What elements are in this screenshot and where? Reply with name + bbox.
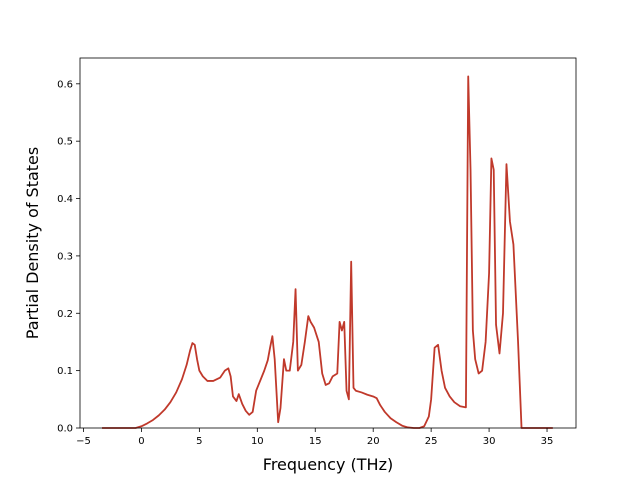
x-tick-label: 5 bbox=[196, 436, 202, 447]
y-axis-ticks: 0.0 0.1 0.2 0.3 0.4 0.5 0.6 bbox=[57, 79, 80, 435]
x-tick-label: 30 bbox=[483, 436, 496, 447]
series-line-0 bbox=[102, 75, 553, 429]
x-tick-label: 15 bbox=[309, 436, 322, 447]
plot-area bbox=[102, 75, 553, 429]
y-axis-label: Partial Density of States bbox=[23, 147, 42, 339]
y-tick-label: 0.4 bbox=[57, 194, 73, 205]
y-tick-label: 0.2 bbox=[57, 309, 73, 320]
x-tick-label: 10 bbox=[251, 436, 264, 447]
x-tick-label: 35 bbox=[541, 436, 554, 447]
y-tick-label: 0.0 bbox=[57, 424, 73, 435]
x-tick-label: −5 bbox=[76, 436, 91, 447]
y-tick-label: 0.6 bbox=[57, 79, 73, 90]
axes-frame bbox=[79, 57, 577, 429]
y-tick-label: 0.3 bbox=[57, 251, 73, 262]
y-tick-label: 0.5 bbox=[57, 137, 73, 148]
x-axis-ticks: −5 0 5 10 15 20 25 30 35 bbox=[76, 428, 553, 447]
x-tick-label: 20 bbox=[367, 436, 380, 447]
x-tick-label: 25 bbox=[425, 436, 438, 447]
x-axis-label: Frequency (THz) bbox=[263, 455, 393, 474]
y-tick-label: 0.1 bbox=[57, 366, 73, 377]
x-tick-label: 0 bbox=[138, 436, 144, 447]
